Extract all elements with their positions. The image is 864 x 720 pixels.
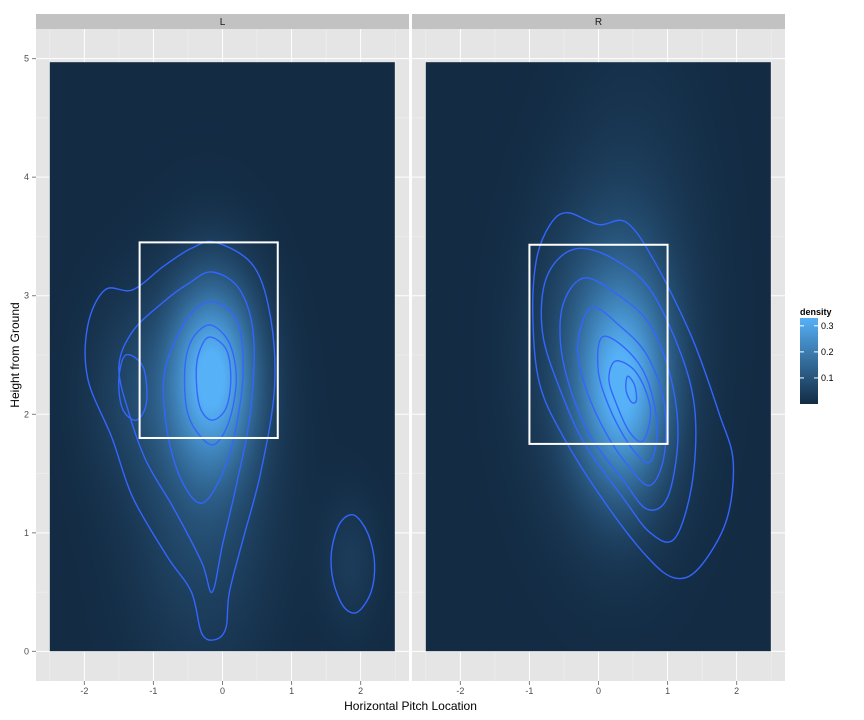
y-tick-label: 1 xyxy=(24,528,29,538)
contour-line xyxy=(540,247,697,543)
legend-break-label: 0.1 xyxy=(821,373,834,383)
contour-line xyxy=(84,240,276,641)
x-tick-label: 1 xyxy=(665,686,670,696)
contour-line xyxy=(118,353,148,421)
y-tick-label: 3 xyxy=(24,291,29,301)
contour-line xyxy=(625,375,638,404)
strike-zone xyxy=(528,243,669,445)
contour-line xyxy=(195,336,232,421)
x-tick-label: -1 xyxy=(149,686,157,696)
contour-line xyxy=(596,335,658,464)
legend: density 0.1 0.2 0.3 xyxy=(800,307,834,404)
y-tick-label: 5 xyxy=(24,54,29,64)
contour-line xyxy=(330,513,376,614)
x-axis-title: Horizontal Pitch Location xyxy=(344,699,477,713)
facet-panel-L: L xyxy=(36,14,409,681)
x-tick-label: -1 xyxy=(525,686,533,696)
x-tick-label: 0 xyxy=(596,686,601,696)
x-tick-label: 2 xyxy=(734,686,739,696)
contour-line xyxy=(559,277,679,511)
facet-strip-L xyxy=(36,14,409,29)
facet-strip-R xyxy=(412,14,785,29)
y-tick-label: 2 xyxy=(24,409,29,419)
legend-break-label: 0.3 xyxy=(821,321,834,331)
legend-break-label: 0.2 xyxy=(821,347,834,357)
contour-line xyxy=(532,211,735,580)
x-tick-label: 1 xyxy=(289,686,294,696)
contour-line xyxy=(576,306,667,487)
contour-line xyxy=(608,360,652,443)
y-tick-label: 4 xyxy=(24,172,29,182)
legend-title: density xyxy=(800,307,832,317)
density-contours xyxy=(532,211,735,580)
legend-colorbar xyxy=(800,318,818,404)
x-tick-label: -2 xyxy=(456,686,464,696)
contour-line xyxy=(162,300,244,504)
x-tick-label: 0 xyxy=(220,686,225,696)
contour-line xyxy=(118,271,255,593)
density-tiles xyxy=(425,62,771,652)
facet-strip-label: R xyxy=(595,17,602,28)
x-tick-label: -2 xyxy=(80,686,88,696)
strike-zone xyxy=(138,241,279,439)
y-tick-label: 0 xyxy=(24,646,29,656)
y-axis-title: Height from Ground xyxy=(8,302,22,407)
density-tiles xyxy=(49,62,395,652)
x-tick-label: 2 xyxy=(358,686,363,696)
facet-strip-label: L xyxy=(220,17,226,28)
facet-panel-R: R xyxy=(412,14,785,681)
